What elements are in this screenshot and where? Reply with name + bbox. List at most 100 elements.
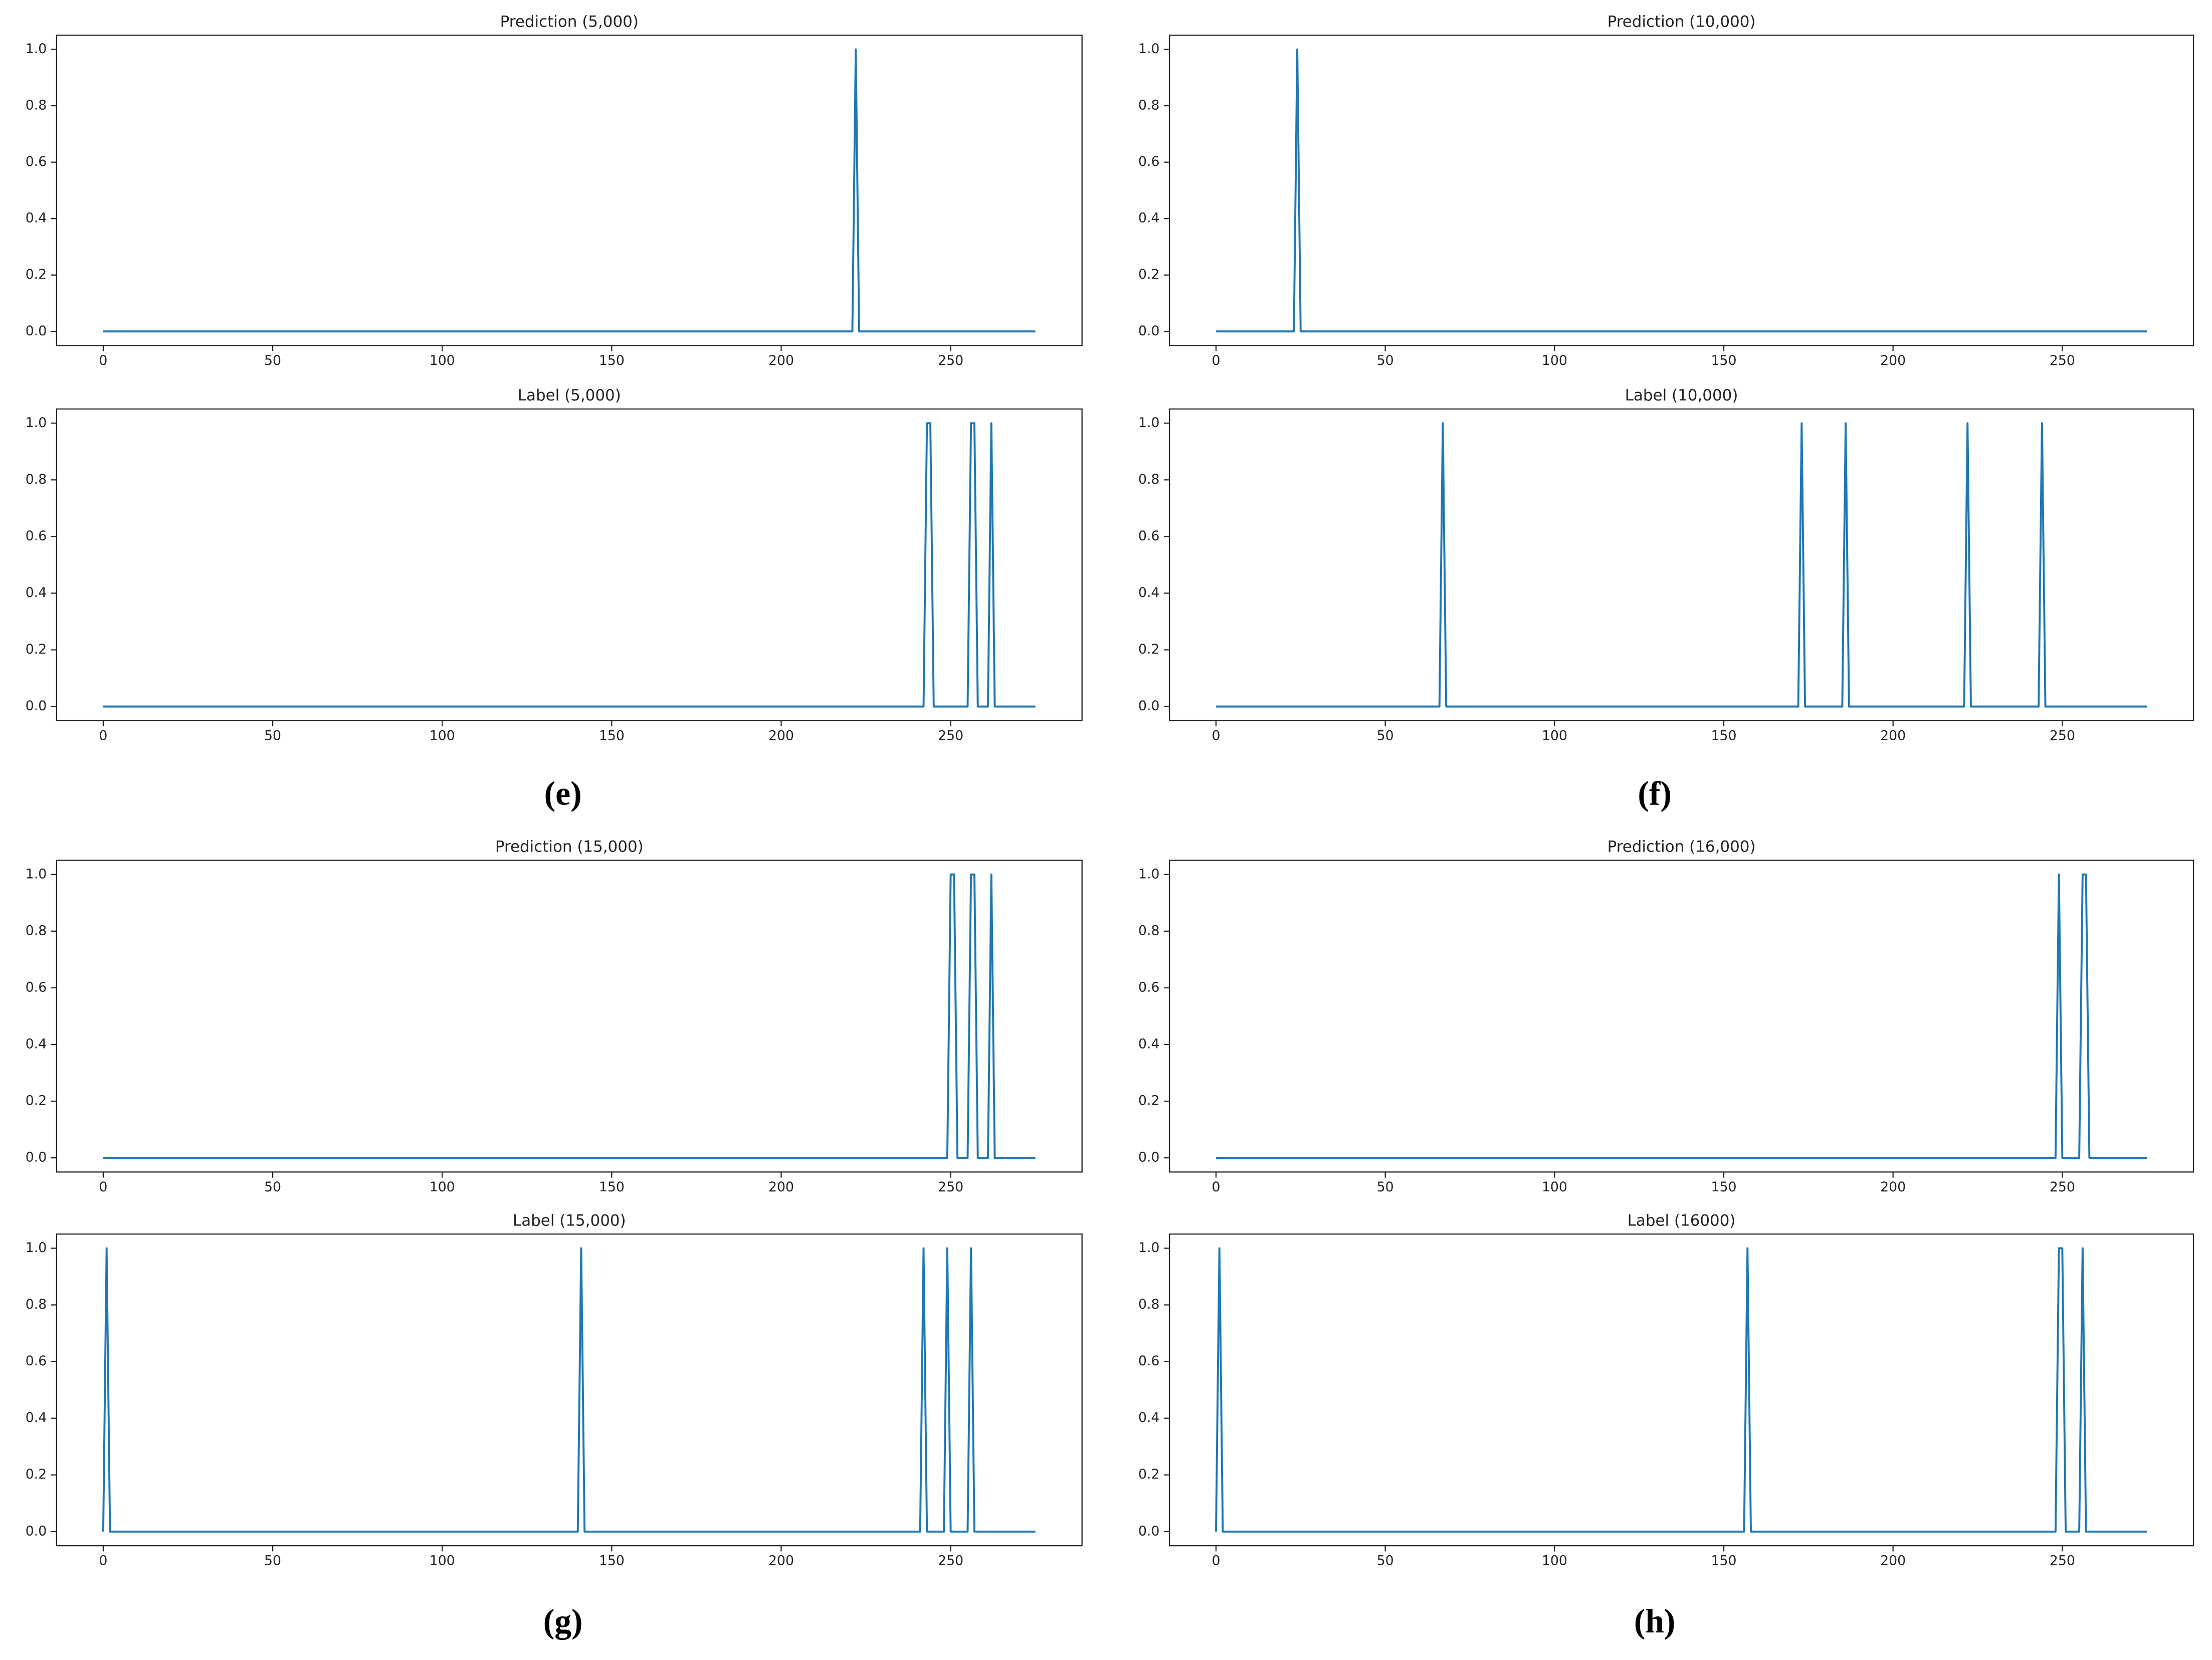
x-tick-label: 250 [938, 353, 963, 368]
y-tick-label: 0.2 [26, 1093, 47, 1109]
y-tick-label: 0.0 [26, 1523, 47, 1539]
y-tick-label: 0.4 [1138, 211, 1160, 226]
line-series [102, 1247, 1036, 1533]
y-tick-label: 0.4 [26, 1410, 47, 1425]
x-tick-label: 250 [938, 1179, 963, 1195]
line-series [1216, 422, 2147, 708]
x-tick-label: 100 [430, 1179, 455, 1195]
y-tick-label: 0.0 [1138, 323, 1160, 339]
y-tick-label: 0.0 [1138, 1523, 1160, 1539]
y-tick-label: 0.8 [1138, 98, 1160, 113]
axes-frame [1169, 35, 2194, 346]
y-tick-label: 0.4 [26, 585, 47, 600]
x-tick-label: 0 [99, 728, 107, 743]
x-tick-label: 0 [1212, 1179, 1220, 1195]
x-tick-label: 250 [938, 728, 963, 743]
chart-title: Prediction (5,000) [500, 13, 639, 31]
x-tick-label: 100 [1542, 1553, 1567, 1569]
y-tick-label: 0.4 [26, 211, 47, 226]
y-tick-label: 0.8 [1138, 923, 1160, 938]
x-tick-label: 200 [768, 728, 794, 743]
x-tick-label: 150 [599, 1553, 625, 1569]
x-tick-label: 50 [1377, 728, 1394, 743]
x-tick-label: 0 [1212, 353, 1220, 368]
y-tick-label: 0.2 [26, 1467, 47, 1482]
caption: (h) [1634, 1602, 1676, 1640]
y-tick-label: 1.0 [1138, 41, 1160, 57]
x-tick-label: 150 [599, 1179, 625, 1195]
y-tick-label: 1.0 [1138, 1240, 1160, 1256]
x-tick-label: 100 [430, 1553, 455, 1569]
y-tick-label: 0.0 [26, 323, 47, 339]
x-tick-label: 100 [430, 728, 455, 743]
y-tick-label: 0.4 [26, 1036, 47, 1052]
x-tick-label: 50 [1377, 353, 1394, 368]
x-tick-label: 0 [99, 353, 107, 368]
line-series [1215, 1247, 2147, 1533]
x-tick-label: 250 [2050, 1553, 2075, 1569]
chart-title: Prediction (15,000) [495, 838, 644, 856]
y-tick-label: 1.0 [1138, 415, 1160, 431]
line-series [103, 422, 1036, 708]
y-tick-label: 1.0 [26, 1240, 47, 1256]
x-tick-label: 250 [2050, 728, 2075, 743]
x-tick-label: 150 [1711, 353, 1737, 368]
x-tick-label: 50 [1377, 1553, 1394, 1569]
axes-frame [1169, 860, 2194, 1173]
y-tick-label: 0.8 [26, 923, 47, 938]
chart-title: Label (5,000) [518, 386, 621, 404]
y-tick-label: 1.0 [1138, 866, 1160, 882]
x-tick-label: 150 [1711, 1553, 1737, 1569]
y-tick-label: 0.6 [1138, 979, 1160, 995]
y-tick-label: 1.0 [26, 41, 47, 57]
x-tick-label: 100 [1542, 353, 1567, 368]
caption: (g) [543, 1602, 583, 1640]
x-tick-label: 50 [264, 728, 281, 743]
y-tick-label: 0.6 [26, 154, 47, 169]
chart-title: Label (15,000) [513, 1211, 626, 1229]
y-tick-label: 0.2 [1138, 642, 1160, 657]
x-tick-label: 100 [430, 353, 455, 368]
y-tick-label: 0.8 [26, 1297, 47, 1312]
x-tick-label: 150 [1711, 728, 1737, 743]
y-tick-label: 1.0 [26, 866, 47, 882]
y-tick-label: 0.4 [1138, 1036, 1160, 1052]
chart-title: Prediction (16,000) [1607, 838, 1756, 856]
x-tick-label: 200 [1880, 728, 1906, 743]
y-tick-label: 0.6 [26, 528, 47, 544]
y-tick-label: 0.4 [1138, 1410, 1160, 1425]
line-series [1216, 48, 2147, 333]
y-tick-label: 0.2 [1138, 1093, 1160, 1109]
x-tick-label: 250 [938, 1553, 963, 1569]
y-tick-label: 0.8 [26, 472, 47, 487]
y-tick-label: 0.0 [1138, 1150, 1160, 1165]
axes-frame [56, 35, 1083, 346]
chart-title: Label (16000) [1628, 1211, 1736, 1229]
y-tick-label: 0.4 [1138, 585, 1160, 600]
x-tick-label: 50 [264, 353, 281, 368]
line-series [1216, 873, 2147, 1159]
line-series [103, 873, 1036, 1159]
x-tick-label: 250 [2050, 353, 2075, 368]
x-tick-label: 150 [599, 728, 625, 743]
x-tick-label: 200 [1880, 353, 1906, 368]
axes-frame [56, 1233, 1083, 1547]
y-tick-label: 0.0 [26, 1150, 47, 1165]
y-tick-label: 0.6 [1138, 528, 1160, 544]
axes-frame [56, 860, 1083, 1173]
axes-frame [56, 408, 1083, 722]
y-tick-label: 0.6 [26, 1353, 47, 1369]
y-tick-label: 0.8 [1138, 1297, 1160, 1312]
y-tick-label: 0.2 [1138, 1467, 1160, 1482]
x-tick-label: 250 [2050, 1179, 2075, 1195]
axes-frame [1169, 408, 2194, 722]
y-tick-label: 0.6 [1138, 154, 1160, 169]
axes-frame [1169, 1233, 2194, 1547]
x-tick-label: 200 [1880, 1553, 1906, 1569]
x-tick-label: 200 [768, 353, 794, 368]
y-tick-label: 0.0 [1138, 698, 1160, 714]
chart-title: Prediction (10,000) [1607, 13, 1756, 31]
x-tick-label: 200 [1880, 1179, 1906, 1195]
